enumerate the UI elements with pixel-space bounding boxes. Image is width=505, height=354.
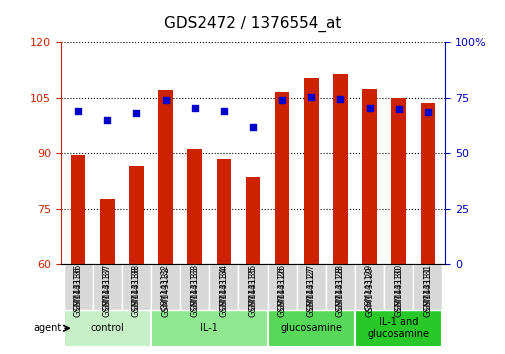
FancyBboxPatch shape: [355, 264, 383, 309]
Text: GSM143138: GSM143138: [132, 264, 141, 310]
Text: GSM143135: GSM143135: [248, 266, 257, 317]
FancyBboxPatch shape: [92, 264, 122, 309]
Text: glucosamine: glucosamine: [280, 323, 341, 333]
Bar: [216, 159, 231, 264]
FancyBboxPatch shape: [238, 264, 267, 309]
FancyBboxPatch shape: [355, 309, 441, 347]
FancyBboxPatch shape: [150, 264, 180, 309]
FancyBboxPatch shape: [209, 264, 238, 309]
Bar: [304, 78, 318, 264]
Text: GSM143136: GSM143136: [74, 264, 82, 310]
FancyBboxPatch shape: [180, 264, 209, 309]
Text: IL-1 and
glucosamine: IL-1 and glucosamine: [367, 318, 429, 339]
FancyBboxPatch shape: [64, 264, 92, 309]
Bar: [245, 177, 260, 264]
Text: GSM143134: GSM143134: [219, 266, 228, 317]
FancyBboxPatch shape: [383, 264, 413, 309]
FancyBboxPatch shape: [122, 264, 150, 309]
Bar: [332, 74, 347, 264]
Text: GSM143137: GSM143137: [103, 266, 112, 317]
Text: GSM143132: GSM143132: [161, 266, 170, 317]
Point: [365, 105, 373, 111]
Text: IL-1: IL-1: [200, 323, 218, 333]
Bar: [187, 149, 201, 264]
Text: GSM143133: GSM143133: [190, 264, 199, 310]
FancyBboxPatch shape: [267, 264, 296, 309]
Text: GSM143128: GSM143128: [335, 266, 344, 317]
Point: [74, 108, 82, 114]
Bar: [129, 166, 143, 264]
Bar: [158, 91, 173, 264]
Bar: [362, 88, 376, 264]
Point: [161, 97, 169, 103]
Text: GSM143134: GSM143134: [219, 264, 228, 310]
Point: [248, 124, 257, 130]
Bar: [274, 92, 289, 264]
FancyBboxPatch shape: [150, 309, 267, 347]
Text: GSM143126: GSM143126: [277, 266, 286, 317]
FancyBboxPatch shape: [325, 264, 355, 309]
Text: GDS2472 / 1376554_at: GDS2472 / 1376554_at: [164, 16, 341, 32]
Text: GSM143138: GSM143138: [132, 266, 141, 317]
Text: GSM143127: GSM143127: [306, 266, 315, 317]
FancyBboxPatch shape: [267, 309, 355, 347]
Point: [336, 96, 344, 102]
Text: GSM143131: GSM143131: [423, 264, 431, 310]
FancyBboxPatch shape: [64, 309, 150, 347]
Point: [307, 94, 315, 99]
Point: [219, 108, 227, 114]
Point: [190, 105, 198, 111]
Text: GSM143131: GSM143131: [423, 266, 431, 317]
Point: [132, 110, 140, 116]
Text: GSM143133: GSM143133: [190, 266, 199, 317]
Text: GSM143129: GSM143129: [364, 264, 373, 310]
Point: [278, 97, 286, 103]
Text: GSM143129: GSM143129: [364, 266, 373, 316]
Text: GSM143127: GSM143127: [306, 264, 315, 310]
Text: GSM143136: GSM143136: [74, 266, 82, 317]
Text: control: control: [90, 323, 124, 333]
Bar: [390, 98, 405, 264]
Text: GSM143128: GSM143128: [335, 264, 344, 310]
Text: GSM143126: GSM143126: [277, 264, 286, 310]
Text: GSM143137: GSM143137: [103, 264, 112, 310]
Point: [394, 106, 402, 112]
Text: GSM143132: GSM143132: [161, 264, 170, 310]
Text: agent: agent: [33, 323, 61, 333]
Bar: [100, 199, 115, 264]
Bar: [71, 155, 85, 264]
Bar: [420, 103, 434, 264]
FancyBboxPatch shape: [296, 264, 325, 309]
Text: GSM143130: GSM143130: [393, 266, 402, 317]
Text: GSM143135: GSM143135: [248, 264, 257, 310]
Point: [103, 117, 111, 123]
FancyBboxPatch shape: [413, 264, 441, 309]
Point: [423, 109, 431, 115]
Text: GSM143130: GSM143130: [393, 264, 402, 310]
